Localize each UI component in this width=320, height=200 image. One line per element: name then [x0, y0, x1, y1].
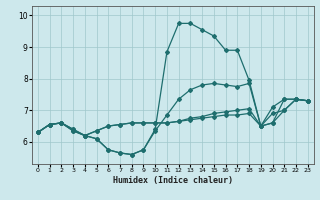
X-axis label: Humidex (Indice chaleur): Humidex (Indice chaleur) [113, 176, 233, 185]
